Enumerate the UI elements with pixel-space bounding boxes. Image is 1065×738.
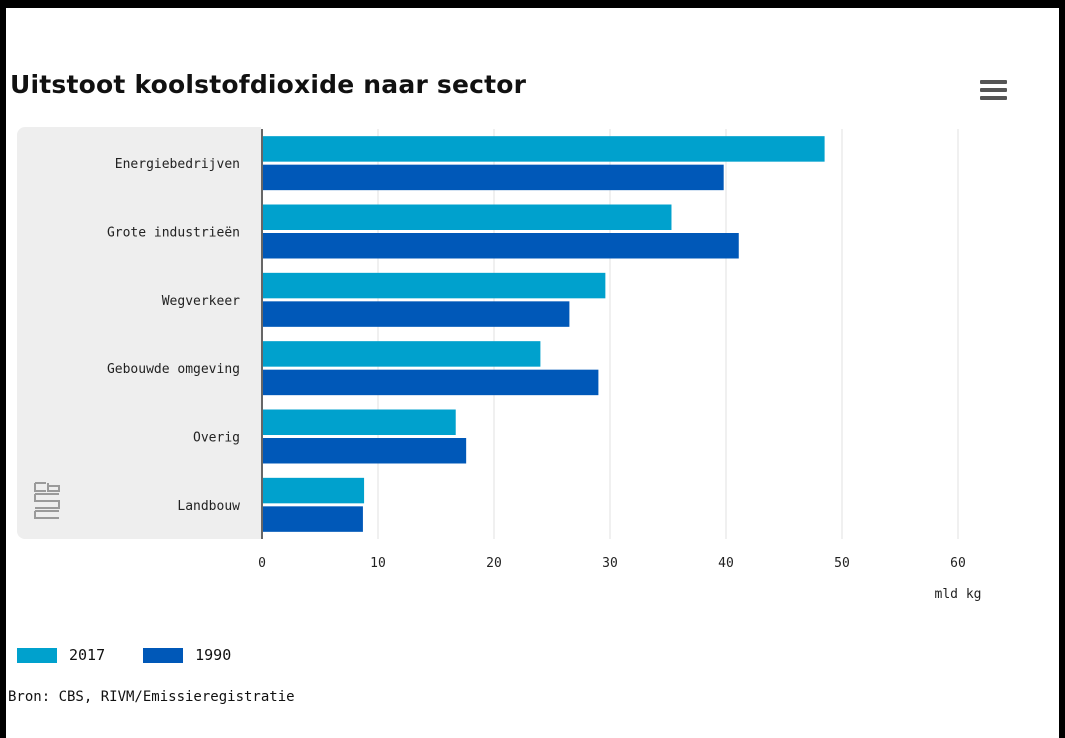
bar-1990-2[interactable] (262, 301, 570, 327)
bar-1990-5[interactable] (262, 506, 363, 532)
legend-item-2017[interactable]: 2017 (17, 646, 105, 664)
legend-swatch-2017 (17, 647, 57, 663)
x-tick-label-0: 0 (258, 556, 266, 571)
bar-1990-3[interactable] (262, 369, 599, 396)
category-label-2: Wegverkeer (162, 294, 240, 309)
bar-2017-5[interactable] (262, 477, 365, 504)
x-axis-unit: mld kg (935, 587, 982, 602)
category-label-3: Gebouwde omgeving (107, 362, 240, 377)
bar-2017-3[interactable] (262, 341, 541, 367)
bar-1990-1[interactable] (262, 233, 739, 259)
bar-2017-1[interactable] (262, 204, 672, 231)
bar-1990-4[interactable] (262, 438, 467, 464)
x-tick-label-50: 50 (834, 556, 850, 571)
bar-2017-2[interactable] (262, 272, 606, 299)
x-tick-label-60: 60 (950, 556, 966, 571)
legend-swatch-1990 (143, 647, 184, 663)
cbs-logo-icon (34, 482, 60, 519)
category-label-4: Overig (193, 431, 240, 446)
chart-title: Uitstoot koolstofdioxide naar sector (10, 70, 527, 99)
category-label-1: Grote industrieën (107, 226, 240, 241)
legend-label-2017: 2017 (69, 646, 106, 664)
legend-item-1990[interactable]: 1990 (143, 646, 231, 664)
bar-2017-4[interactable] (262, 409, 456, 436)
category-label-0: Energiebedrijven (115, 157, 240, 172)
legend-label-1990: 1990 (195, 646, 232, 664)
legend: 2017 1990 (17, 646, 269, 664)
bar-1990-0[interactable] (262, 164, 724, 191)
bar-2017-0[interactable] (262, 136, 825, 162)
category-label-panel (17, 127, 261, 539)
hamburger-menu-icon[interactable] (980, 80, 1007, 102)
x-tick-label-40: 40 (718, 556, 734, 571)
x-tick-label-30: 30 (602, 556, 618, 571)
x-tick-label-10: 10 (370, 556, 386, 571)
x-tick-label-20: 20 (486, 556, 502, 571)
source-note: Bron: CBS, RIVM/Emissieregistratie (8, 689, 295, 705)
category-label-5: Landbouw (177, 499, 240, 514)
